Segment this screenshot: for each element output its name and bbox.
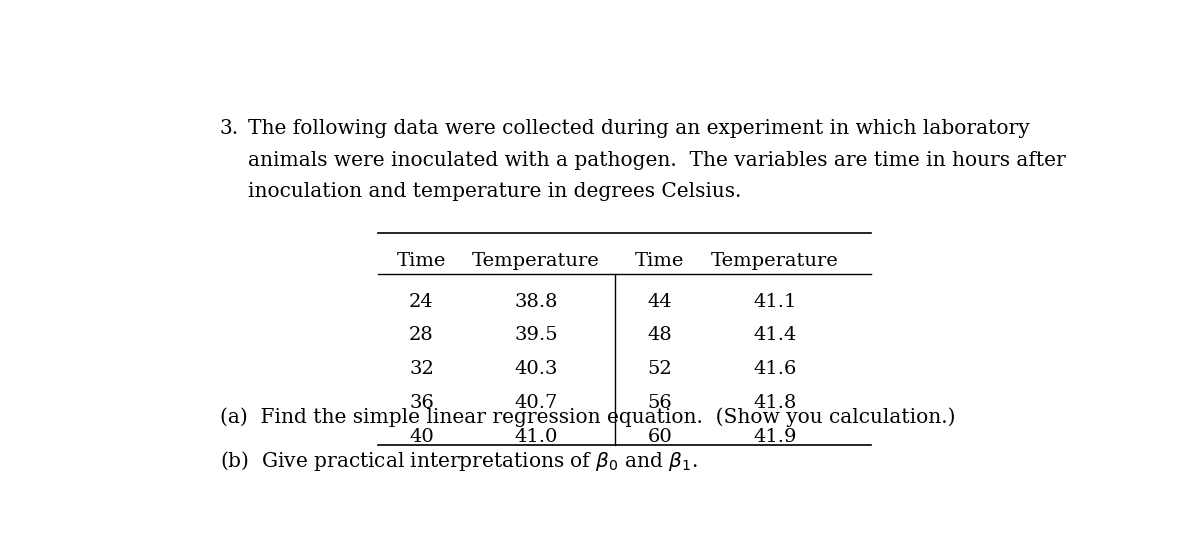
- Text: (a)  Find the simple linear regression equation.  (Show you calculation.): (a) Find the simple linear regression eq…: [220, 407, 955, 427]
- Text: 40: 40: [409, 428, 434, 446]
- Text: inoculation and temperature in degrees Celsius.: inoculation and temperature in degrees C…: [247, 183, 742, 201]
- Text: 40.3: 40.3: [515, 360, 558, 378]
- Text: 60: 60: [647, 428, 672, 446]
- Text: 41.4: 41.4: [754, 327, 797, 344]
- Text: The following data were collected during an experiment in which laboratory: The following data were collected during…: [247, 119, 1030, 138]
- Text: 3.: 3.: [220, 119, 239, 138]
- Text: 32: 32: [409, 360, 434, 378]
- Text: animals were inoculated with a pathogen.  The variables are time in hours after: animals were inoculated with a pathogen.…: [247, 151, 1066, 170]
- Text: 41.1: 41.1: [754, 293, 797, 311]
- Text: Temperature: Temperature: [712, 252, 839, 271]
- Text: 41.8: 41.8: [754, 394, 797, 412]
- Text: 41.9: 41.9: [754, 428, 797, 446]
- Text: 41.6: 41.6: [754, 360, 797, 378]
- Text: 41.0: 41.0: [515, 428, 558, 446]
- Text: 40.7: 40.7: [515, 394, 558, 412]
- Text: 28: 28: [409, 327, 434, 344]
- Text: (b)  Give practical interpretations of $\beta_0$ and $\beta_1$.: (b) Give practical interpretations of $\…: [220, 449, 697, 473]
- Text: 36: 36: [409, 394, 434, 412]
- Text: 56: 56: [647, 394, 672, 412]
- Text: 48: 48: [647, 327, 672, 344]
- Text: 24: 24: [409, 293, 434, 311]
- Text: Time: Time: [635, 252, 684, 271]
- Text: Time: Time: [397, 252, 446, 271]
- Text: 39.5: 39.5: [514, 327, 558, 344]
- Text: Temperature: Temperature: [472, 252, 600, 271]
- Text: 44: 44: [647, 293, 672, 311]
- Text: 38.8: 38.8: [515, 293, 558, 311]
- Text: 52: 52: [647, 360, 672, 378]
